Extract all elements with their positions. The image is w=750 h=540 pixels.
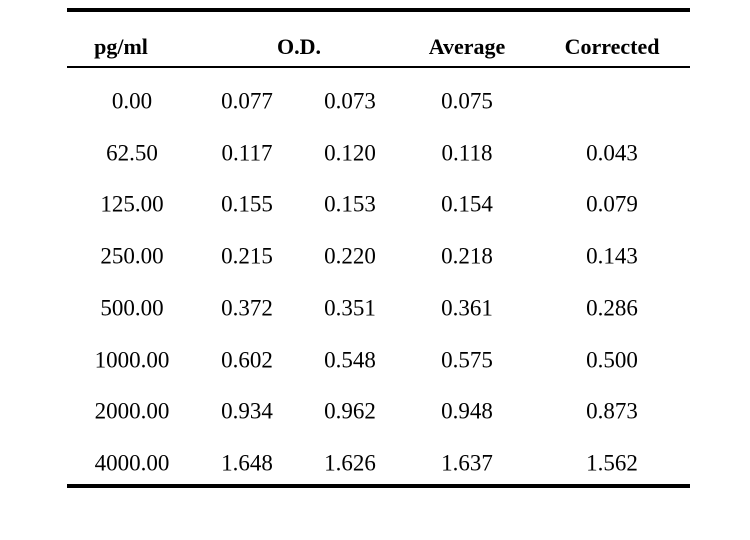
cell-corrected: 1.562 bbox=[586, 450, 638, 476]
cell-concentration: 2000.00 bbox=[94, 398, 170, 424]
table-bottom-rule bbox=[67, 484, 690, 488]
cell-od1: 0.602 bbox=[221, 347, 273, 372]
header-od: O.D. bbox=[277, 34, 321, 59]
cell-concentration: 4000.00 bbox=[94, 450, 170, 476]
cell-od1: 0.117 bbox=[221, 140, 273, 166]
header-average: Average bbox=[428, 34, 506, 59]
table-header-rule bbox=[67, 66, 690, 68]
cell-average: 0.075 bbox=[441, 88, 493, 114]
cell-concentration: 125.00 bbox=[100, 191, 164, 217]
cell-average: 0.575 bbox=[441, 347, 493, 372]
cell-od2: 0.220 bbox=[324, 243, 376, 269]
cell-average: 0.218 bbox=[441, 243, 493, 269]
cell-corrected: 0.079 bbox=[586, 191, 638, 217]
header-corrected: Corrected bbox=[564, 34, 660, 59]
cell-od2: 0.351 bbox=[324, 295, 376, 321]
cell-corrected: 0.043 bbox=[586, 140, 638, 166]
cell-od1: 0.372 bbox=[221, 295, 273, 321]
cell-od1: 0.215 bbox=[221, 243, 273, 269]
cell-concentration: 500.00 bbox=[100, 295, 164, 321]
cell-concentration: 250.00 bbox=[100, 243, 164, 269]
cell-concentration: 1000.00 bbox=[94, 347, 170, 372]
cell-corrected: 0.286 bbox=[586, 295, 638, 321]
cell-od2: 0.962 bbox=[324, 398, 376, 424]
header-concentration: pg/ml bbox=[94, 34, 148, 59]
cell-average: 0.361 bbox=[441, 295, 493, 321]
cell-average: 0.948 bbox=[441, 398, 493, 424]
cell-od1: 0.077 bbox=[221, 88, 273, 114]
cell-average: 0.118 bbox=[441, 140, 493, 166]
cell-od2: 0.548 bbox=[324, 347, 376, 372]
cell-average: 0.154 bbox=[441, 191, 493, 217]
cell-average: 1.637 bbox=[441, 450, 493, 476]
cell-concentration: 0.00 bbox=[111, 88, 153, 114]
cell-od2: 0.073 bbox=[324, 88, 376, 114]
cell-od1: 0.934 bbox=[221, 398, 273, 424]
cell-od2: 0.153 bbox=[324, 191, 376, 217]
cell-od1: 1.648 bbox=[221, 450, 273, 476]
cell-corrected: 0.873 bbox=[586, 398, 638, 424]
cell-corrected: 0.143 bbox=[586, 243, 638, 269]
table-top-rule bbox=[67, 8, 690, 12]
cell-od2: 0.120 bbox=[324, 140, 376, 166]
cell-od1: 0.155 bbox=[221, 191, 273, 217]
cell-concentration: 62.50 bbox=[106, 140, 158, 166]
cell-od2: 1.626 bbox=[324, 450, 376, 476]
cell-corrected: 0.500 bbox=[586, 347, 638, 372]
